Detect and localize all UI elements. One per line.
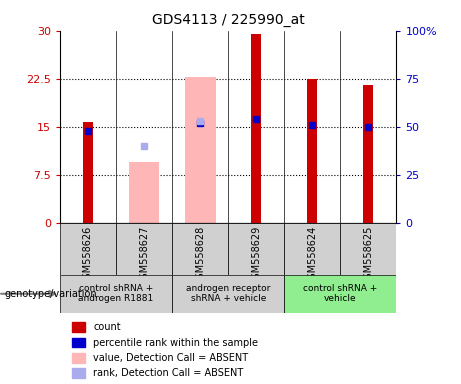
Text: GSM558629: GSM558629 (251, 225, 261, 285)
Bar (284, 275, 396, 313)
Text: GSM558625: GSM558625 (363, 225, 373, 285)
Bar (71, 323, 85, 332)
Bar (71, 338, 85, 348)
Bar (129, 162, 160, 223)
Text: androgen receptor
shRNA + vehicle: androgen receptor shRNA + vehicle (186, 284, 271, 303)
Title: GDS4113 / 225990_at: GDS4113 / 225990_at (152, 13, 305, 27)
Bar (60, 275, 172, 313)
Text: control shRNA +
vehicle: control shRNA + vehicle (303, 284, 378, 303)
Text: GSM558624: GSM558624 (307, 225, 317, 285)
Bar (116, 223, 172, 275)
Bar (363, 85, 373, 223)
Text: GSM558628: GSM558628 (195, 225, 205, 285)
Bar (172, 223, 228, 275)
Text: percentile rank within the sample: percentile rank within the sample (93, 338, 258, 348)
Text: genotype/variation: genotype/variation (5, 289, 97, 299)
Bar (71, 368, 85, 378)
Bar (228, 223, 284, 275)
Bar (83, 122, 93, 223)
Bar (60, 223, 116, 275)
Text: rank, Detection Call = ABSENT: rank, Detection Call = ABSENT (93, 368, 243, 378)
Text: GSM558627: GSM558627 (139, 225, 149, 285)
Text: GSM558626: GSM558626 (83, 225, 93, 285)
Bar (71, 353, 85, 362)
Text: count: count (93, 322, 121, 332)
Bar (340, 223, 396, 275)
Text: value, Detection Call = ABSENT: value, Detection Call = ABSENT (93, 353, 248, 363)
Bar (307, 79, 317, 223)
Bar (185, 77, 216, 223)
Bar (172, 275, 284, 313)
Text: control shRNA +
androgen R1881: control shRNA + androgen R1881 (78, 284, 154, 303)
Bar (284, 223, 340, 275)
Bar (251, 34, 261, 223)
